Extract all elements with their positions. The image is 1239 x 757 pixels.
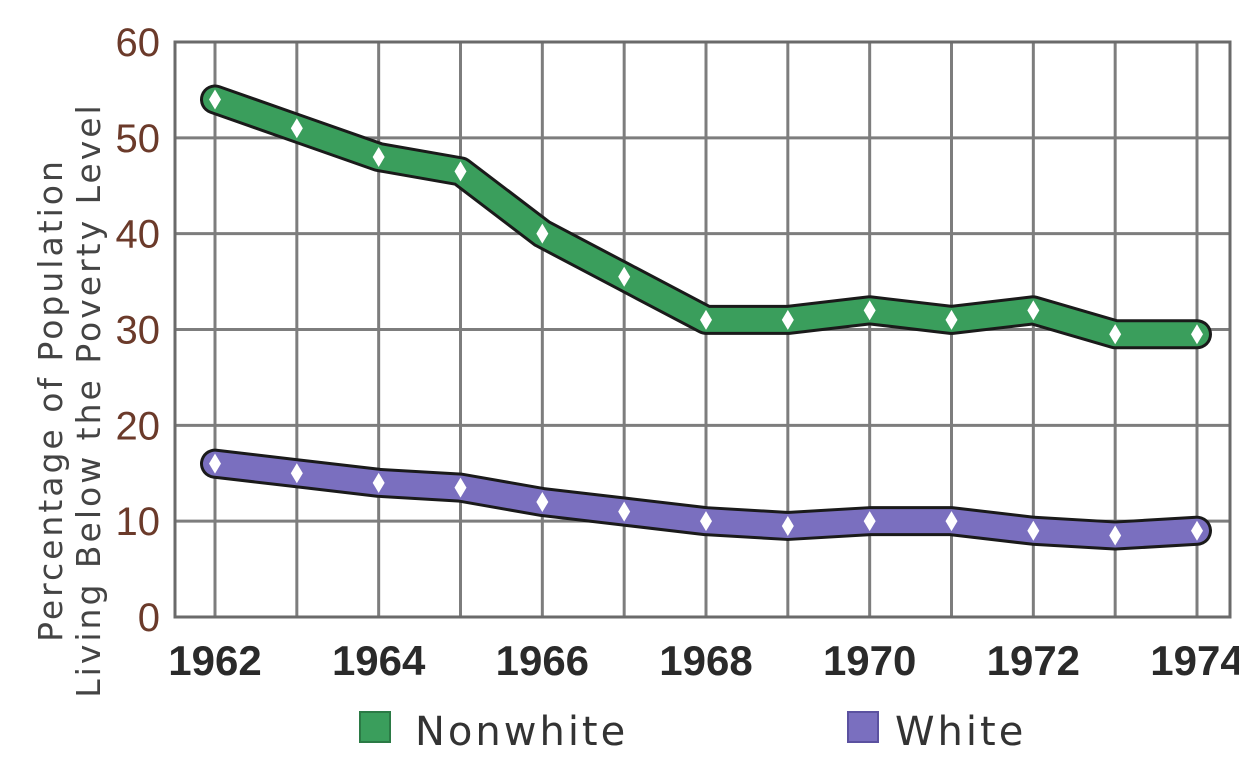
y-axis-label-line2: Living Below the Poverty Level [69,102,108,697]
data-point-nonwhite [700,309,712,330]
y-tick-label: 50 [116,117,161,161]
data-point-nonwhite [863,300,876,321]
data-point-white [372,472,385,493]
x-axis-ticks: 1962 1964 1966 1968 1970 1972 1974 [168,637,1239,684]
data-point-white [536,492,549,512]
data-point-nonwhite [372,147,385,167]
data-point-white [290,463,303,484]
data-point-nonwhite [1027,300,1040,321]
data-point-nonwhite [209,89,221,110]
y-tick-label: 20 [116,404,161,448]
data-point-nonwhite [1109,324,1122,345]
series-layer [200,84,1212,551]
x-tick-label: 1974 [1150,637,1239,684]
legend: Nonwhite White [359,709,1026,755]
data-point-nonwhite [1191,324,1203,345]
legend-label-white: White [895,709,1026,755]
data-point-white [1191,520,1203,541]
x-tick-label: 1966 [496,637,589,684]
data-point-white [618,501,631,522]
legend-swatch-white [847,711,879,743]
legend-swatch-nonwhite [359,711,391,743]
x-tick-label: 1964 [332,637,426,684]
data-point-nonwhite [536,223,549,244]
y-axis-label-line1: Percentage of Population [31,158,70,642]
x-tick-label: 1970 [823,637,916,684]
data-point-nonwhite [945,309,958,330]
data-point-white [781,515,794,536]
data-point-white [1109,525,1122,546]
data-point-white [1027,520,1040,541]
y-tick-label: 60 [116,21,161,65]
data-point-white [700,511,712,532]
data-point-white [863,511,876,532]
x-tick-label: 1968 [659,637,752,684]
data-point-white [209,453,221,474]
data-point-white [454,477,467,498]
data-point-white [945,511,958,532]
y-axis-label: Percentage of Population Living Below th… [31,102,108,697]
data-point-nonwhite [618,266,631,287]
legend-label-nonwhite: Nonwhite [415,709,628,755]
y-tick-label: 40 [116,213,161,257]
x-tick-label: 1962 [168,637,261,684]
y-tick-label: 30 [116,309,161,353]
y-tick-label: 10 [116,500,161,544]
x-tick-label: 1972 [987,637,1080,684]
data-point-nonwhite [454,161,467,182]
y-axis-ticks: 0 10 20 30 40 50 60 [116,21,161,640]
data-point-nonwhite [290,118,303,139]
plot-frame [173,40,1232,619]
data-point-nonwhite [781,309,794,330]
y-tick-label: 0 [138,596,160,640]
